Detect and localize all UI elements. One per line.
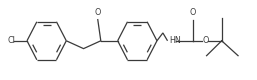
Text: O: O [202, 36, 208, 45]
Text: HN: HN [169, 36, 181, 45]
Text: Cl: Cl [8, 36, 15, 45]
Text: O: O [95, 8, 101, 17]
Text: O: O [189, 8, 196, 17]
